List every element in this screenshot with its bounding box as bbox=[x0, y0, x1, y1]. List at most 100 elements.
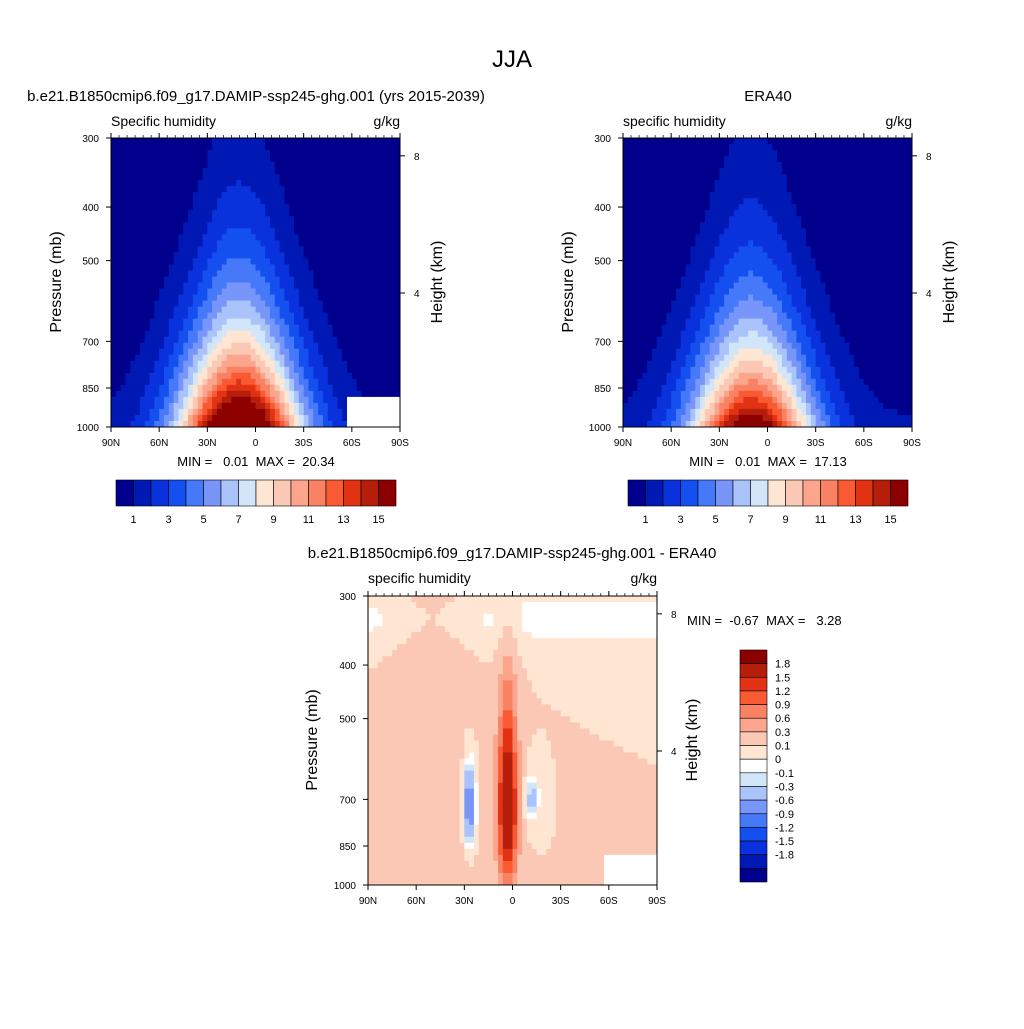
model-field-cell bbox=[212, 216, 217, 223]
model-field-cell bbox=[294, 373, 299, 380]
model-field-cell bbox=[169, 186, 174, 193]
model-field-cell bbox=[323, 283, 328, 290]
model-field-cell bbox=[376, 228, 381, 235]
model-field-cell bbox=[265, 174, 270, 181]
model-field-cell bbox=[361, 319, 366, 326]
model-field-cell bbox=[150, 222, 155, 229]
model-field-cell bbox=[241, 180, 246, 187]
obs-field-cell bbox=[662, 246, 667, 253]
model-field-cell bbox=[198, 174, 203, 181]
model-field-cell bbox=[222, 198, 227, 205]
model-field-cell bbox=[328, 270, 333, 277]
model-field-cell bbox=[121, 198, 126, 205]
obs-field-cell bbox=[782, 289, 787, 296]
model-field-cell bbox=[236, 228, 241, 235]
model-field-cell bbox=[361, 295, 366, 302]
obs-field-cell bbox=[652, 216, 657, 223]
obs-field-cell bbox=[782, 240, 787, 247]
model-y-axis-label: Pressure (mb) bbox=[48, 231, 65, 332]
model-field-cell bbox=[246, 385, 251, 392]
obs-field-cell bbox=[873, 283, 878, 290]
obs-field-cell bbox=[642, 198, 647, 205]
model-field-cell bbox=[347, 168, 352, 175]
obs-field-cell bbox=[695, 313, 700, 320]
model-field-cell bbox=[251, 204, 256, 211]
obs-field-cell bbox=[695, 289, 700, 296]
model-field-cell bbox=[318, 222, 323, 229]
model-field-cell bbox=[251, 198, 256, 205]
model-field-cell bbox=[231, 174, 236, 181]
model-field-cell bbox=[280, 138, 285, 145]
model-field-cell bbox=[227, 150, 232, 157]
obs-field-cell bbox=[633, 270, 638, 277]
model-field-cell bbox=[328, 216, 333, 223]
model-field-cell bbox=[174, 391, 179, 398]
model-field-cell bbox=[150, 258, 155, 265]
model-field-cell bbox=[386, 313, 391, 320]
model-field-cell bbox=[347, 270, 352, 277]
obs-field-cell bbox=[710, 331, 715, 338]
model-field-cell bbox=[328, 222, 333, 229]
obs-field-cell bbox=[898, 289, 903, 296]
model-field-cell bbox=[212, 144, 217, 151]
model-field-cell bbox=[193, 192, 198, 199]
model-field-cell bbox=[304, 307, 309, 314]
model-field-cell bbox=[154, 373, 159, 380]
model-field-cell bbox=[121, 397, 126, 404]
model-field-cell bbox=[125, 144, 130, 151]
model-field-cell bbox=[318, 409, 323, 416]
model-field-cell bbox=[193, 289, 198, 296]
obs-field-cell bbox=[777, 313, 782, 320]
obs-field-cell bbox=[772, 216, 777, 223]
model-field-cell bbox=[222, 415, 227, 422]
model-field-cell bbox=[227, 289, 232, 296]
obs-field-cell bbox=[671, 180, 676, 187]
model-field-cell bbox=[270, 301, 275, 308]
obs-field-cell bbox=[729, 276, 734, 283]
model-field-cell bbox=[308, 210, 313, 217]
obs-field-cell bbox=[676, 301, 681, 308]
obs-field-cell bbox=[652, 307, 657, 314]
model-field-cell bbox=[198, 150, 203, 157]
model-field-cell bbox=[275, 367, 280, 374]
model-field-cell bbox=[188, 343, 193, 350]
model-field-cell bbox=[193, 186, 198, 193]
model-field-cell bbox=[212, 222, 217, 229]
obs-field-cell bbox=[849, 325, 854, 332]
model-field-cell bbox=[260, 216, 265, 223]
model-field-cell bbox=[154, 216, 159, 223]
model-field-cell bbox=[241, 168, 246, 175]
model-field-cell bbox=[299, 156, 304, 163]
model-field-cell bbox=[333, 385, 338, 392]
model-field-cell bbox=[376, 168, 381, 175]
obs-field-cell bbox=[628, 258, 633, 265]
model-field-cell bbox=[164, 337, 169, 344]
model-field-cell bbox=[125, 258, 130, 265]
model-field-cell bbox=[145, 403, 150, 410]
obs-field-cell bbox=[792, 313, 797, 320]
model-field-cell bbox=[386, 252, 391, 259]
model-field-cell bbox=[265, 385, 270, 392]
model-field-cell bbox=[371, 361, 376, 368]
model-field-cell bbox=[270, 168, 275, 175]
model-field-cell bbox=[212, 283, 217, 290]
model-field-cell bbox=[289, 210, 294, 217]
model-field-cell bbox=[289, 289, 294, 296]
obs-field-cell bbox=[719, 276, 724, 283]
obs-field-cell bbox=[705, 337, 710, 344]
model-field-cell bbox=[270, 216, 275, 223]
model-field-cell bbox=[366, 270, 371, 277]
obs-field-cell bbox=[806, 150, 811, 157]
model-field-cell bbox=[366, 264, 371, 271]
model-field-cell bbox=[154, 367, 159, 374]
model-field-cell bbox=[328, 192, 333, 199]
obs-field-cell bbox=[739, 234, 744, 241]
model-field-cell bbox=[159, 313, 164, 320]
obs-field-cell bbox=[854, 216, 859, 223]
obs-field-cell bbox=[787, 325, 792, 332]
model-field-cell bbox=[251, 283, 256, 290]
model-field-cell bbox=[217, 276, 222, 283]
obs-field-cell bbox=[825, 301, 830, 308]
obs-field-cell bbox=[695, 174, 700, 181]
model-field-cell bbox=[299, 325, 304, 332]
